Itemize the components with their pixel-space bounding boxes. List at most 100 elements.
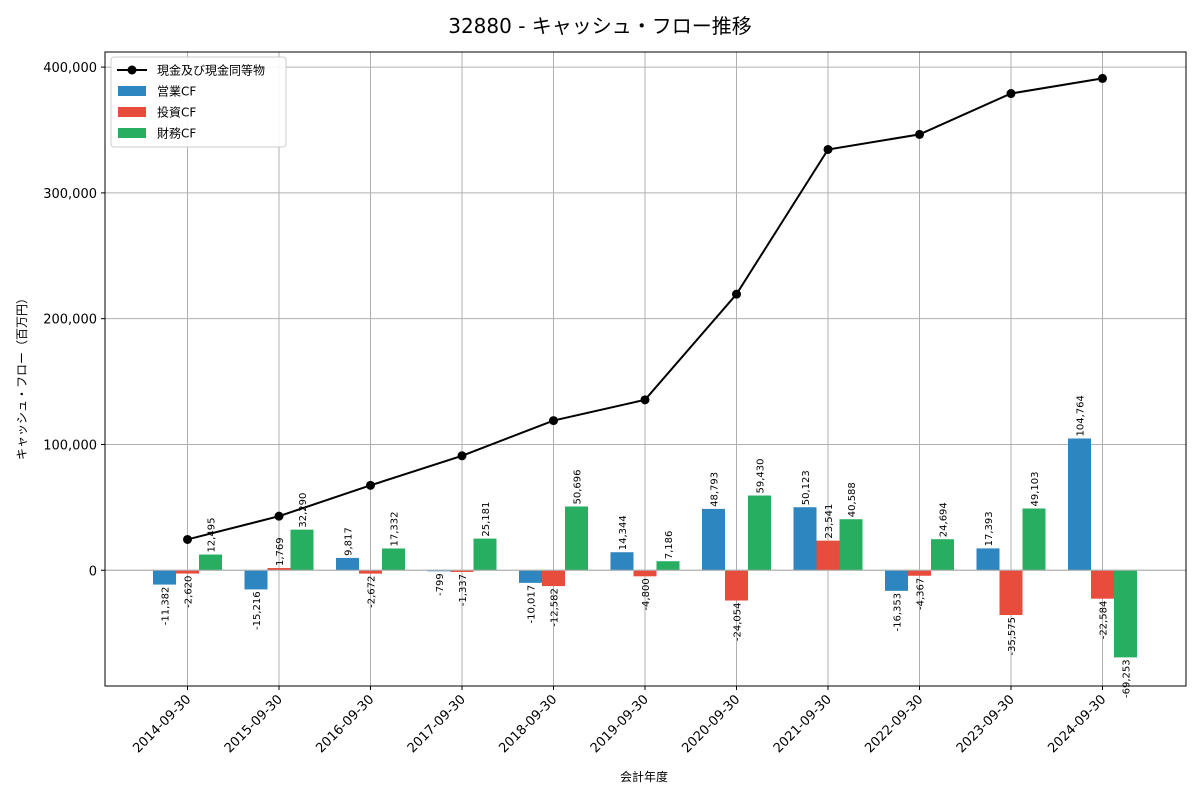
x-tick-label: 2020-09-30 — [679, 692, 743, 756]
cash-point — [457, 451, 467, 461]
legend-bar-swatch — [118, 128, 146, 138]
bar-1 — [427, 570, 451, 572]
x-tick-label: 2015-09-30 — [222, 692, 286, 756]
bar-1 — [1068, 438, 1091, 571]
data-label: 23,541 — [824, 504, 835, 539]
bar-2 — [542, 570, 565, 587]
data-label: 9,817 — [344, 527, 355, 556]
legend-point-swatch — [127, 65, 137, 75]
cash-point — [915, 129, 924, 139]
plot-area: 0 100,000 200,000 300,000 400,000 2014-09-30 2… — [43, 51, 1187, 756]
data-label: 24,694 — [939, 502, 950, 537]
data-label: -12,582 — [550, 588, 561, 627]
y-tick-label: 200,000 — [43, 313, 97, 328]
bar-3 — [290, 529, 314, 571]
x-tick-label: 2021-09-30 — [771, 692, 835, 756]
bar-3 — [565, 506, 588, 571]
data-label: 50,123 — [801, 470, 812, 505]
data-label: -4,800 — [641, 578, 652, 610]
x-tick-label: 2022-09-30 — [862, 692, 926, 756]
x-tick-label: 2014-09-30 — [130, 692, 194, 756]
data-label: 104,764 — [1076, 395, 1087, 436]
data-label: 1,769 — [275, 537, 286, 566]
data-label: -24,054 — [733, 603, 744, 642]
x-tick-label: 2018-09-30 — [496, 692, 560, 756]
data-label: 12,495 — [207, 518, 218, 553]
legend-label: 投資CF — [157, 105, 196, 120]
legend-label: 財務CF — [157, 126, 196, 141]
legend-label: 営業CF — [157, 85, 196, 99]
y-axis-title: キャッシュ・フロー（百万円） — [15, 292, 29, 460]
bar-3 — [656, 561, 680, 571]
data-label: 48,793 — [710, 472, 721, 507]
data-label: -16,353 — [893, 593, 904, 632]
bar-2 — [359, 570, 382, 574]
x-axis-title: 会計年度 — [620, 769, 668, 784]
y-tick-label: 400,000 — [43, 61, 97, 76]
cash-point — [640, 395, 650, 405]
data-label: -69,253 — [1122, 659, 1133, 698]
bar-1 — [153, 570, 176, 585]
data-label: -10,017 — [527, 585, 538, 624]
plot-frame — [104, 51, 1187, 687]
bar-1 — [244, 570, 268, 590]
data-label: 40,588 — [847, 482, 858, 517]
data-label: -11,382 — [161, 587, 172, 626]
x-tick-label: 2024-09-30 — [1045, 692, 1109, 756]
cash-point — [274, 511, 284, 521]
cash-point — [366, 480, 375, 490]
x-tick-label: 2017-09-30 — [405, 692, 469, 756]
bar-2 — [450, 570, 474, 572]
legend-box — [110, 56, 287, 148]
data-label: 49,103 — [1030, 472, 1041, 507]
x-tick-label: 2016-09-30 — [313, 692, 377, 756]
cash-point — [823, 144, 833, 154]
bar-1 — [610, 552, 634, 571]
bar-3 — [1114, 570, 1137, 658]
y-tick-label: 0 — [89, 564, 97, 579]
bar-3 — [931, 539, 954, 571]
legend-label: 現金及び現金同等物 — [157, 63, 265, 78]
data-label: 17,332 — [390, 511, 401, 546]
data-label: 25,181 — [481, 502, 492, 537]
bar-2 — [816, 540, 840, 571]
bar-2 — [908, 570, 931, 576]
bar-1 — [702, 508, 725, 571]
bar-3 — [839, 519, 863, 571]
data-label: -15,216 — [252, 591, 263, 630]
bar-3 — [199, 554, 222, 571]
legend-bar-swatch — [118, 107, 146, 117]
bar-1 — [519, 570, 542, 583]
bar-2 — [725, 570, 748, 601]
bar-1 — [793, 507, 817, 571]
data-label: -35,575 — [1007, 617, 1018, 656]
bar-2 — [1091, 570, 1114, 599]
bar-3 — [473, 538, 497, 571]
cash-point — [732, 289, 741, 299]
cash-point — [1098, 73, 1107, 83]
y-tick-label: 100,000 — [43, 438, 97, 453]
bar-2 — [267, 568, 291, 571]
cash-point — [183, 534, 192, 544]
x-tick-label: 2023-09-30 — [954, 692, 1018, 756]
chart-title: 32880 - キャッシュ・フロー推移 — [448, 14, 752, 38]
bar-3 — [382, 548, 405, 571]
data-label: 59,430 — [756, 459, 767, 494]
cash-point — [1006, 89, 1016, 99]
data-label: -4,367 — [916, 578, 927, 610]
bar-2 — [633, 570, 657, 577]
bar-3 — [1022, 508, 1046, 571]
data-label: -2,620 — [184, 576, 195, 608]
data-label: 50,696 — [573, 469, 584, 504]
data-label: 17,393 — [984, 511, 995, 546]
legend-bar-swatch — [118, 86, 146, 96]
bar-2 — [999, 570, 1023, 616]
data-label: 7,186 — [664, 531, 675, 560]
bar-1 — [976, 548, 1000, 571]
data-label: -1,337 — [458, 574, 469, 606]
cash-point — [549, 416, 558, 426]
data-label: 32,290 — [298, 493, 309, 528]
bar-1 — [336, 557, 359, 571]
data-label: -22,584 — [1099, 601, 1110, 640]
